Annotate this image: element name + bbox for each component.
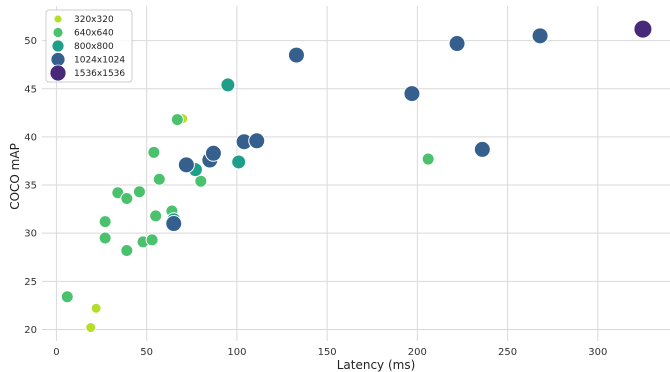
data-point-1024x1024: [473, 140, 491, 158]
data-point-640x640: [147, 145, 161, 159]
data-point-1024x1024: [204, 144, 222, 162]
legend-marker: [50, 52, 66, 67]
legend-marker: [51, 39, 65, 53]
data-point-1024x1024: [248, 132, 266, 150]
x-tick-label: 300: [588, 347, 607, 358]
data-point-640x640: [194, 174, 208, 188]
y-tick-label: 30: [24, 229, 37, 240]
data-point-640x640: [149, 209, 163, 223]
legend-marker: [49, 64, 67, 82]
x-tick-label: 100: [227, 347, 246, 358]
data-point-640x640: [98, 215, 112, 229]
legend-label: 1536x1536: [74, 69, 125, 79]
tick-labels: 0 50 100 150 200 250 300 20 25 30 35 40 45 50: [24, 36, 607, 358]
x-tick-label: 250: [498, 347, 517, 358]
legend: 320x320 640x640 800x800 1024x1024 1536x1536: [45, 9, 133, 83]
data-point-640x640: [132, 185, 146, 199]
legend-marker: [52, 27, 64, 38]
data-point-1024x1024: [531, 27, 549, 45]
data-point-320x320: [85, 322, 97, 334]
data-point-640x640: [421, 152, 435, 166]
x-tick-label: 200: [408, 347, 427, 358]
data-point-640x640: [152, 172, 166, 186]
legend-items: 320x320 640x640 800x800 1024x1024 1536x1536: [49, 14, 125, 82]
grid: [42, 6, 670, 341]
x-tick-label: 0: [53, 347, 59, 358]
y-tick-label: 50: [24, 36, 37, 47]
data-point-640x640: [111, 186, 125, 200]
x-tick-label: 150: [318, 347, 337, 358]
data-point-1024x1024: [177, 156, 195, 174]
y-tick-label: 45: [24, 84, 37, 95]
x-axis-label: Latency (ms): [337, 358, 416, 372]
legend-box: [45, 9, 133, 83]
data-point-800x800: [220, 77, 236, 93]
legend-marker: [53, 14, 63, 24]
data-point-640x640: [60, 290, 74, 304]
y-tick-label: 25: [24, 277, 37, 288]
data-point-640x640: [145, 233, 159, 247]
y-tick-label: 20: [24, 325, 37, 336]
data-point-1536x1536: [633, 19, 653, 39]
data-point-1024x1024: [448, 35, 466, 53]
y-tick-label: 40: [24, 132, 37, 143]
data-point-640x640: [120, 244, 134, 258]
legend-label: 320x320: [74, 15, 114, 25]
data-point-1024x1024: [287, 46, 305, 64]
legend-label: 640x640: [74, 29, 114, 39]
legend-label: 800x800: [74, 42, 114, 52]
legend-label: 1024x1024: [74, 56, 125, 66]
data-point-1024x1024: [403, 85, 421, 103]
x-tick-label: 50: [140, 347, 153, 358]
y-tick-label: 35: [24, 181, 37, 192]
data-points: [60, 19, 653, 334]
data-point-640x640: [120, 192, 134, 206]
data-point-640x640: [170, 113, 184, 127]
data-point-1024x1024: [165, 215, 183, 233]
data-point-320x320: [90, 302, 102, 314]
data-point-640x640: [98, 231, 112, 245]
y-axis-label: COCO mAP: [8, 143, 22, 210]
data-point-800x800: [231, 154, 247, 170]
